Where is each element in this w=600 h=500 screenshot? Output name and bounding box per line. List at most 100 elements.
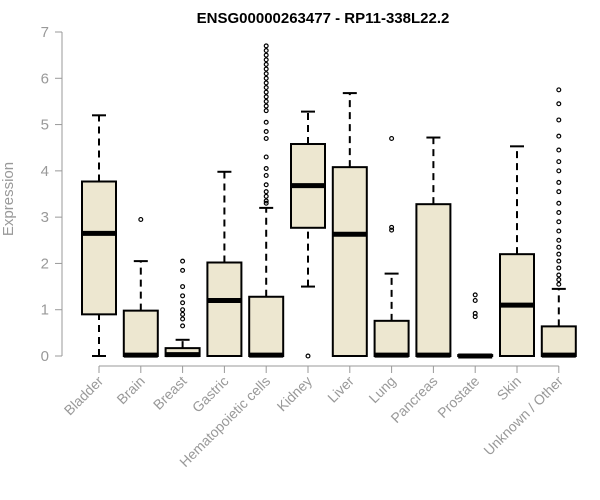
y-tick-label: 4 xyxy=(41,163,49,180)
outlier-point xyxy=(263,75,269,81)
outlier-point xyxy=(556,101,562,107)
box-body xyxy=(248,295,285,357)
y-axis: 0 1 2 3 4 5 6 7 xyxy=(41,24,63,365)
outlier-point xyxy=(263,98,269,104)
outlier-point xyxy=(263,103,269,109)
outlier-point xyxy=(556,189,562,195)
y-tick-label: 7 xyxy=(41,24,49,41)
box-0 xyxy=(81,114,117,357)
outlier-point xyxy=(263,61,269,67)
outlier-point xyxy=(263,85,269,91)
box-body xyxy=(206,261,243,358)
x-tick-label: Bladder xyxy=(61,373,107,419)
box-6 xyxy=(331,92,368,357)
box-body xyxy=(122,309,159,358)
outlier-point xyxy=(180,316,186,322)
box-8 xyxy=(415,136,452,358)
box-body xyxy=(540,325,577,357)
outlier-point xyxy=(263,198,269,204)
x-tick-label: Prostate xyxy=(434,373,482,421)
outlier-point xyxy=(263,66,269,72)
box-body xyxy=(415,203,452,357)
box-11 xyxy=(540,87,577,358)
outlier-point xyxy=(556,179,562,185)
outlier-point xyxy=(472,310,478,316)
outlier-point xyxy=(556,244,562,250)
outlier-point xyxy=(472,297,478,303)
outlier-point xyxy=(556,251,562,257)
outlier-point xyxy=(263,154,269,160)
outlier-point xyxy=(556,258,562,264)
outlier-point xyxy=(180,267,186,273)
outlier-point xyxy=(263,80,269,86)
box-5 xyxy=(290,110,326,359)
outlier-point xyxy=(263,182,269,188)
x-tick-label: Kidney xyxy=(274,373,316,415)
outlier-point xyxy=(556,281,562,287)
outlier-point xyxy=(263,193,269,199)
outlier-point xyxy=(556,159,562,165)
outlier-point xyxy=(180,293,186,299)
box-9 xyxy=(457,292,494,359)
outlier-point xyxy=(180,311,186,317)
x-tick-label: Lung xyxy=(365,373,398,406)
y-axis-label: Expression xyxy=(0,162,17,236)
outlier-point xyxy=(556,219,562,225)
outlier-point xyxy=(263,129,269,135)
outlier-point xyxy=(263,200,269,206)
y-tick-label: 3 xyxy=(41,209,49,226)
outlier-point xyxy=(389,227,395,233)
outlier-point xyxy=(180,284,186,290)
outlier-point xyxy=(263,48,269,54)
outlier-point xyxy=(556,237,562,243)
outlier-point xyxy=(556,87,562,93)
outlier-point xyxy=(138,216,144,222)
y-tick-label: 5 xyxy=(41,117,49,134)
box-2 xyxy=(164,258,201,358)
outlier-point xyxy=(556,133,562,139)
x-tick-label: Breast xyxy=(150,373,190,413)
y-tick-label: 6 xyxy=(41,70,49,87)
x-tick-label: Unknown / Other xyxy=(480,373,566,459)
outlier-point xyxy=(389,224,395,230)
outlier-point xyxy=(263,108,269,114)
box-10 xyxy=(499,145,535,358)
outlier-point xyxy=(556,147,562,153)
outlier-point xyxy=(556,265,562,271)
outlier-point xyxy=(263,89,269,95)
outlier-point xyxy=(556,200,562,206)
outlier-point xyxy=(556,228,562,234)
plot-area xyxy=(81,43,577,359)
outlier-point xyxy=(180,300,186,306)
box-1 xyxy=(122,216,159,358)
x-tick-label: Liver xyxy=(324,373,357,406)
outlier-point xyxy=(305,353,311,359)
outlier-point xyxy=(263,57,269,63)
y-tick-label: 0 xyxy=(41,348,49,365)
outlier-point xyxy=(263,43,269,49)
outlier-point xyxy=(556,210,562,216)
box-body xyxy=(373,319,410,357)
outlier-point xyxy=(556,117,562,123)
outlier-point xyxy=(263,52,269,58)
y-tick-label: 2 xyxy=(41,255,49,272)
x-tick-label: Skin xyxy=(494,373,525,404)
outlier-point xyxy=(263,119,269,125)
y-tick-label: 1 xyxy=(41,302,49,319)
box-3 xyxy=(206,170,243,358)
box-4 xyxy=(248,43,285,358)
outlier-point xyxy=(472,292,478,298)
outlier-point xyxy=(263,172,269,178)
outlier-point xyxy=(263,135,269,141)
outlier-point xyxy=(389,135,395,141)
box-7 xyxy=(373,135,410,358)
outlier-point xyxy=(556,168,562,174)
outlier-point xyxy=(556,272,562,278)
outlier-point xyxy=(180,307,186,313)
outlier-point xyxy=(263,94,269,100)
outlier-point xyxy=(180,323,186,329)
box-body xyxy=(331,166,368,357)
outlier-point xyxy=(263,71,269,77)
